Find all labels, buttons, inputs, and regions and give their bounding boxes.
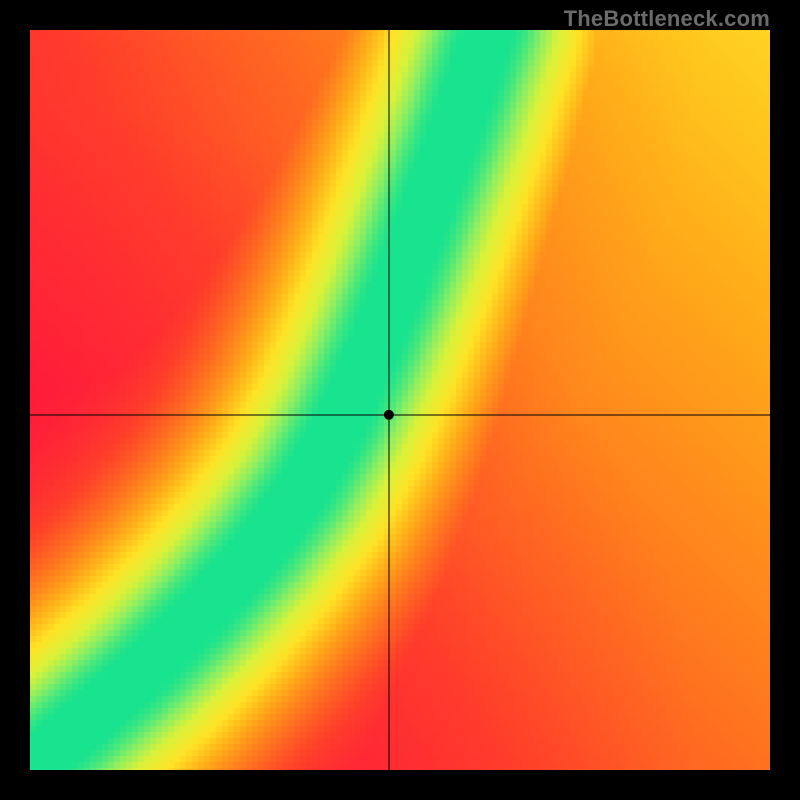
watermark-text: TheBottleneck.com (564, 6, 770, 32)
heatmap-canvas (30, 30, 770, 770)
chart-container: { "watermark": { "text": "TheBottleneck.… (0, 0, 800, 800)
